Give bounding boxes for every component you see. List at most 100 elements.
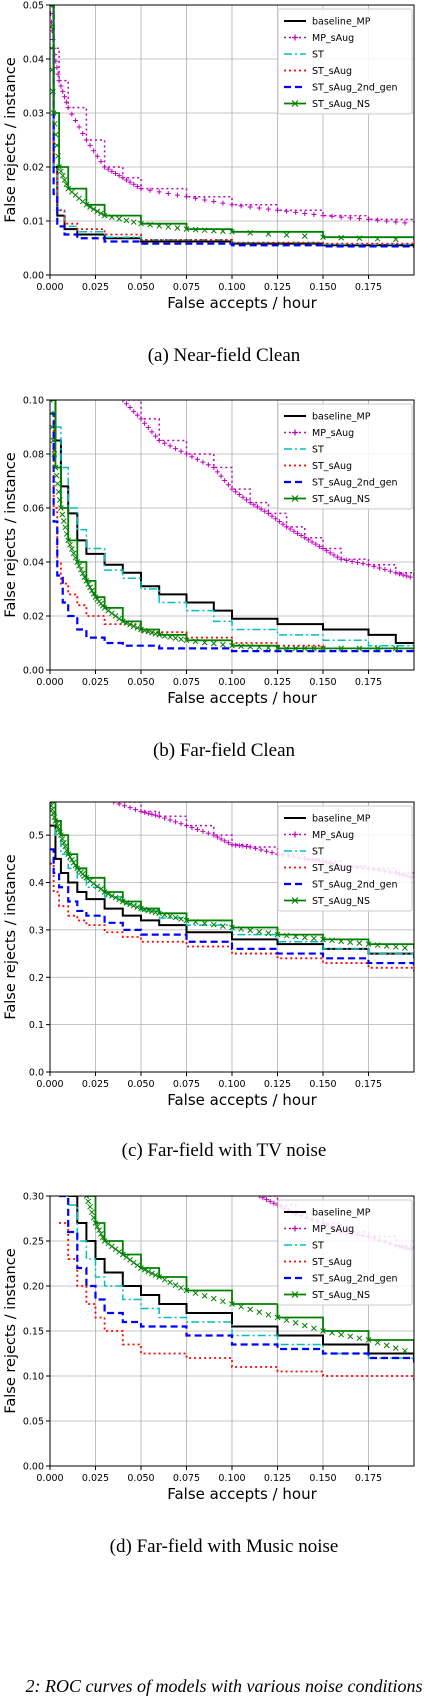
series-marker-st-saug-ns: [161, 633, 168, 639]
y-tick-label: 0.02: [23, 163, 44, 174]
series-marker-mp-saug: [153, 812, 159, 818]
series-marker-st-saug-ns: [238, 926, 244, 932]
series-marker-mp-saug: [393, 570, 399, 576]
series-marker-st-saug-ns: [265, 645, 272, 651]
series-marker-st-saug-ns: [365, 1337, 372, 1343]
series-marker-st-saug-ns: [229, 642, 235, 649]
legend-label-baseline-mp: baseline_MP: [312, 412, 371, 423]
series-marker-mp-saug: [184, 451, 189, 457]
series-marker-st-saug-ns: [145, 628, 152, 635]
series-marker-mp-saug: [184, 194, 189, 200]
x-tick-label: 0.150: [309, 1473, 336, 1484]
series-marker-mp-saug: [194, 456, 200, 462]
series-marker-st-saug-ns: [374, 235, 381, 242]
series-marker-st-saug-ns: [130, 623, 137, 630]
axes-frame: [49, 399, 415, 671]
series-marker-st-saug-ns: [247, 230, 254, 236]
series-marker-mp-saug: [156, 189, 162, 195]
x-tick-label: 0.150: [309, 1079, 336, 1090]
series-line-st-saug: [50, 5, 414, 246]
legend-label-mp-saug: MP_sAug: [312, 830, 354, 841]
series-marker-mp-saug: [284, 524, 290, 530]
series-marker-mp-saug: [335, 554, 341, 560]
series-marker-st-saug-ns: [138, 220, 144, 227]
series-marker-mp-saug: [189, 454, 195, 460]
series-marker-st-saug-ns: [63, 181, 70, 188]
series-marker-mp-saug: [327, 550, 333, 556]
legend-label-st-saug: ST_sAug: [312, 461, 352, 472]
series-marker-st-saug-ns: [109, 892, 115, 899]
series-marker-mp-saug: [404, 573, 410, 579]
series-marker-st-saug-ns: [98, 1230, 104, 1237]
series-marker-mp-saug: [240, 494, 246, 500]
x-tick-label: 0.100: [218, 1473, 245, 1484]
series-marker-st-saug-ns: [51, 120, 58, 127]
series-marker-st-saug-ns: [105, 607, 112, 614]
series-marker-st-saug-ns: [141, 627, 148, 634]
series-marker-mp-saug: [120, 175, 126, 181]
series-marker-st-saug-ns: [201, 639, 208, 646]
x-tick-label: 0.075: [173, 1079, 200, 1090]
y-tick-label: 0.1: [29, 1020, 44, 1031]
series-marker-mp-saug: [349, 558, 355, 564]
x-tick-label: 0.100: [218, 677, 245, 688]
series-marker-mp-saug: [265, 510, 271, 516]
legend-label-st-saug: ST_sAug: [312, 1257, 352, 1268]
series-marker-st-saug-ns: [123, 620, 130, 626]
series-marker-mp-saug: [142, 420, 148, 426]
series-marker-st-saug-ns: [101, 1238, 108, 1244]
series-marker-mp-saug: [295, 530, 301, 536]
series-marker-st-saug-ns: [60, 839, 67, 846]
series-marker-mp-saug: [269, 513, 275, 519]
series-marker-st-saug-ns: [87, 204, 93, 210]
y-tick-label: 0.01: [23, 217, 44, 228]
series-marker-st-saug-ns: [56, 164, 62, 170]
series-group: [59, 1196, 414, 1381]
series-marker-st-saug-ns: [210, 227, 217, 234]
legend-label-st-saug: ST_sAug: [312, 863, 352, 874]
series-marker-st-saug-ns: [149, 629, 155, 636]
series-marker-mp-saug: [344, 557, 350, 563]
series-marker-st-saug-ns: [90, 591, 97, 597]
chart-a-svg: 0.000 0.025 0.050 0.075 0.100 0.125 0.150 0.175…: [3, 1, 415, 312]
series-marker-mp-saug: [256, 1196, 262, 1199]
series-marker-st-saug-ns: [265, 1311, 272, 1318]
series-marker-st-saug-ns: [392, 1345, 399, 1351]
series-marker-st-saug-ns: [116, 896, 123, 903]
x-tick-label: 0.050: [127, 1473, 154, 1484]
series-marker-mp-saug: [302, 535, 308, 541]
series-marker-st-saug-ns: [141, 1266, 148, 1273]
series-marker-mp-saug: [338, 214, 344, 220]
series-marker-st-saug-ns: [161, 1276, 168, 1283]
series-marker-st-saug-ns: [338, 1331, 345, 1338]
series-marker-mp-saug: [229, 202, 235, 208]
series-marker-st-saug-ns: [130, 219, 137, 225]
series-marker-mp-saug: [147, 187, 153, 193]
series-marker-mp-saug: [222, 838, 228, 844]
series-marker-mp-saug: [393, 219, 399, 225]
series-marker-mp-saug: [360, 561, 366, 567]
series-marker-mp-saug: [371, 563, 377, 569]
series-marker-st-saug-ns: [283, 932, 290, 939]
series-marker-st-saug-ns: [52, 131, 59, 138]
series-marker-st-saug-ns: [301, 645, 308, 652]
series-marker-mp-saug: [56, 78, 62, 84]
series-marker-st-saug-ns: [311, 1325, 317, 1332]
series-marker-st-saug-ns: [329, 937, 335, 944]
series-marker-st-saug-ns: [67, 541, 73, 548]
series-marker-st-saug-ns: [283, 232, 290, 238]
series-marker-st-saug-ns: [134, 1262, 141, 1269]
series-marker-st-saug-ns: [67, 854, 73, 860]
series-marker-mp-saug: [102, 164, 108, 170]
y-axis-label: False rejects / instance: [3, 854, 19, 1019]
series-marker-mp-saug: [265, 206, 271, 212]
series-marker-st-saug-ns: [63, 847, 70, 854]
legend-label-st-saug-2nd-gen: ST_sAug_2nd_gen: [312, 478, 398, 489]
legend-marker-st-saug-ns: [291, 1291, 299, 1298]
x-tick-label: 0.000: [36, 282, 63, 293]
series-marker-st-saug-ns: [201, 1293, 208, 1299]
series-marker-st-saug-ns: [68, 546, 75, 552]
x-tick-label: 0.150: [309, 282, 336, 293]
series-group: [50, 5, 414, 248]
series-marker-mp-saug: [123, 177, 129, 183]
